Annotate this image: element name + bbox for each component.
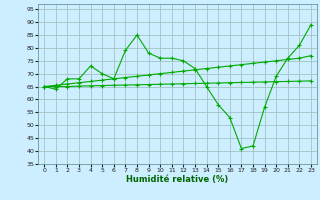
X-axis label: Humidité relative (%): Humidité relative (%) xyxy=(126,175,229,184)
